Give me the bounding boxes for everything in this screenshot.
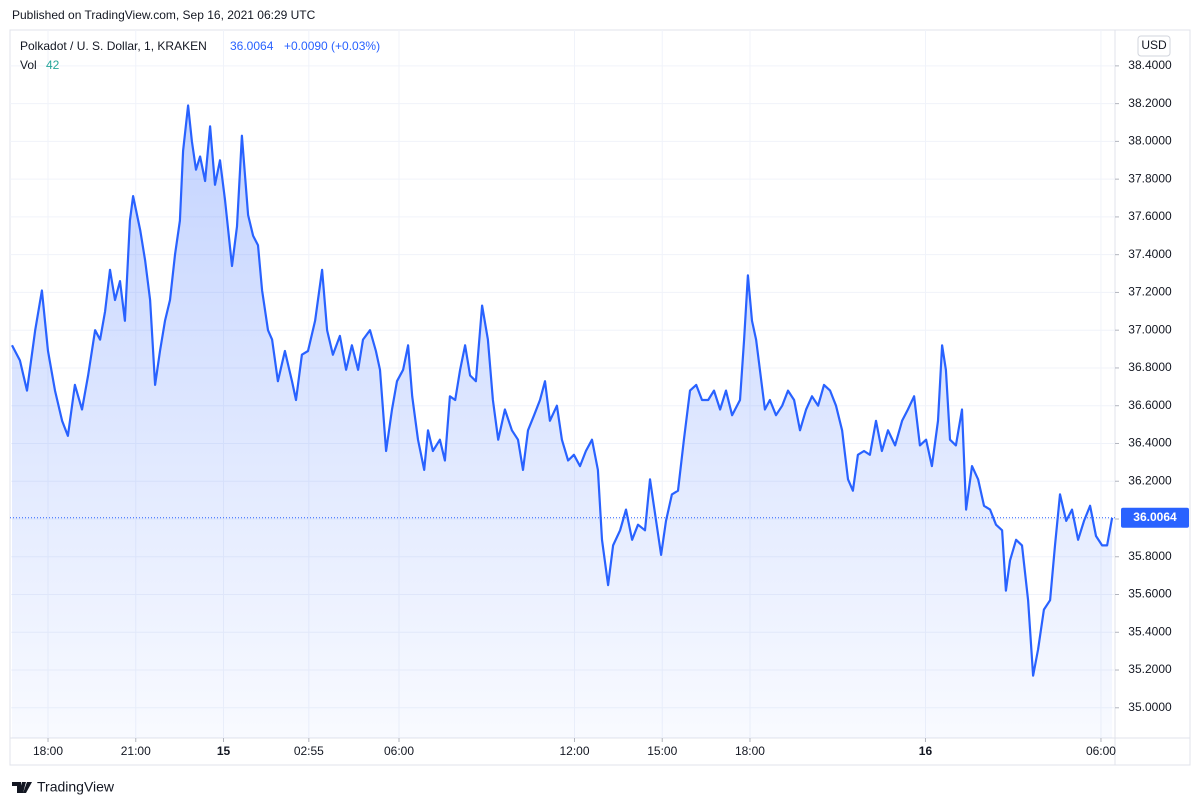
price-line xyxy=(11,104,1114,677)
currency-button[interactable] xyxy=(1137,35,1171,57)
volume-label: Vol xyxy=(20,58,37,72)
area-fill xyxy=(12,105,1113,738)
x-tick-label: 18:00 xyxy=(33,744,63,758)
y-tick-label: 37.0000 xyxy=(1128,322,1172,336)
published-note: Published on TradingView.com, Sep 16, 20… xyxy=(12,8,316,22)
x-tick-label: 18:00 xyxy=(735,744,765,758)
y-tick-label: 38.2000 xyxy=(1128,96,1172,110)
y-tick-label: 38.0000 xyxy=(1128,134,1172,148)
x-tick-label: 16 xyxy=(919,744,933,758)
legend-symbol: Polkadot / U. S. Dollar, 1, KRAKEN xyxy=(20,39,207,53)
brand: TradingView xyxy=(37,779,115,795)
y-tick-label: 37.2000 xyxy=(1128,285,1172,299)
y-tick-label: 38.4000 xyxy=(1128,58,1172,72)
y-tick-label: 37.6000 xyxy=(1128,209,1172,223)
x-tick-label: 12:00 xyxy=(559,744,589,758)
plot xyxy=(10,104,1115,738)
y-tick-label: 35.0000 xyxy=(1128,700,1172,714)
x-tick-label: 02:55 xyxy=(294,744,324,758)
x-tick-label: 06:00 xyxy=(384,744,414,758)
last-price-tag xyxy=(1121,507,1189,528)
x-tick-label: 15 xyxy=(217,744,231,758)
x-tick-label: 15:00 xyxy=(647,744,677,758)
y-tick-label: 37.4000 xyxy=(1128,247,1172,261)
y-tick-label: 36.6000 xyxy=(1128,398,1172,412)
logo xyxy=(12,782,32,793)
y-tick-label: 35.2000 xyxy=(1128,662,1172,676)
y-tick-label: 35.6000 xyxy=(1128,587,1172,601)
y-tick-label: 37.8000 xyxy=(1128,171,1172,185)
y-tick-label: 35.4000 xyxy=(1128,624,1172,638)
currency[interactable]: USD xyxy=(1141,38,1167,52)
x-tick-label: 06:00 xyxy=(1086,744,1116,758)
legend-change: +0.0090 (+0.03%) xyxy=(284,39,380,53)
y-tick-label: 36.8000 xyxy=(1128,360,1172,374)
y-tick-label: 36.2000 xyxy=(1128,473,1172,487)
volume-value: 42 xyxy=(46,58,60,72)
legend-last-value: 36.0064 xyxy=(230,39,274,53)
x-tick-label: 21:00 xyxy=(121,744,151,758)
chart-frame xyxy=(9,29,1191,766)
y-tick-label: 36.4000 xyxy=(1128,436,1172,450)
y-tick-label: 35.8000 xyxy=(1128,549,1172,563)
last-price-label: 36.0064 xyxy=(1133,510,1177,524)
